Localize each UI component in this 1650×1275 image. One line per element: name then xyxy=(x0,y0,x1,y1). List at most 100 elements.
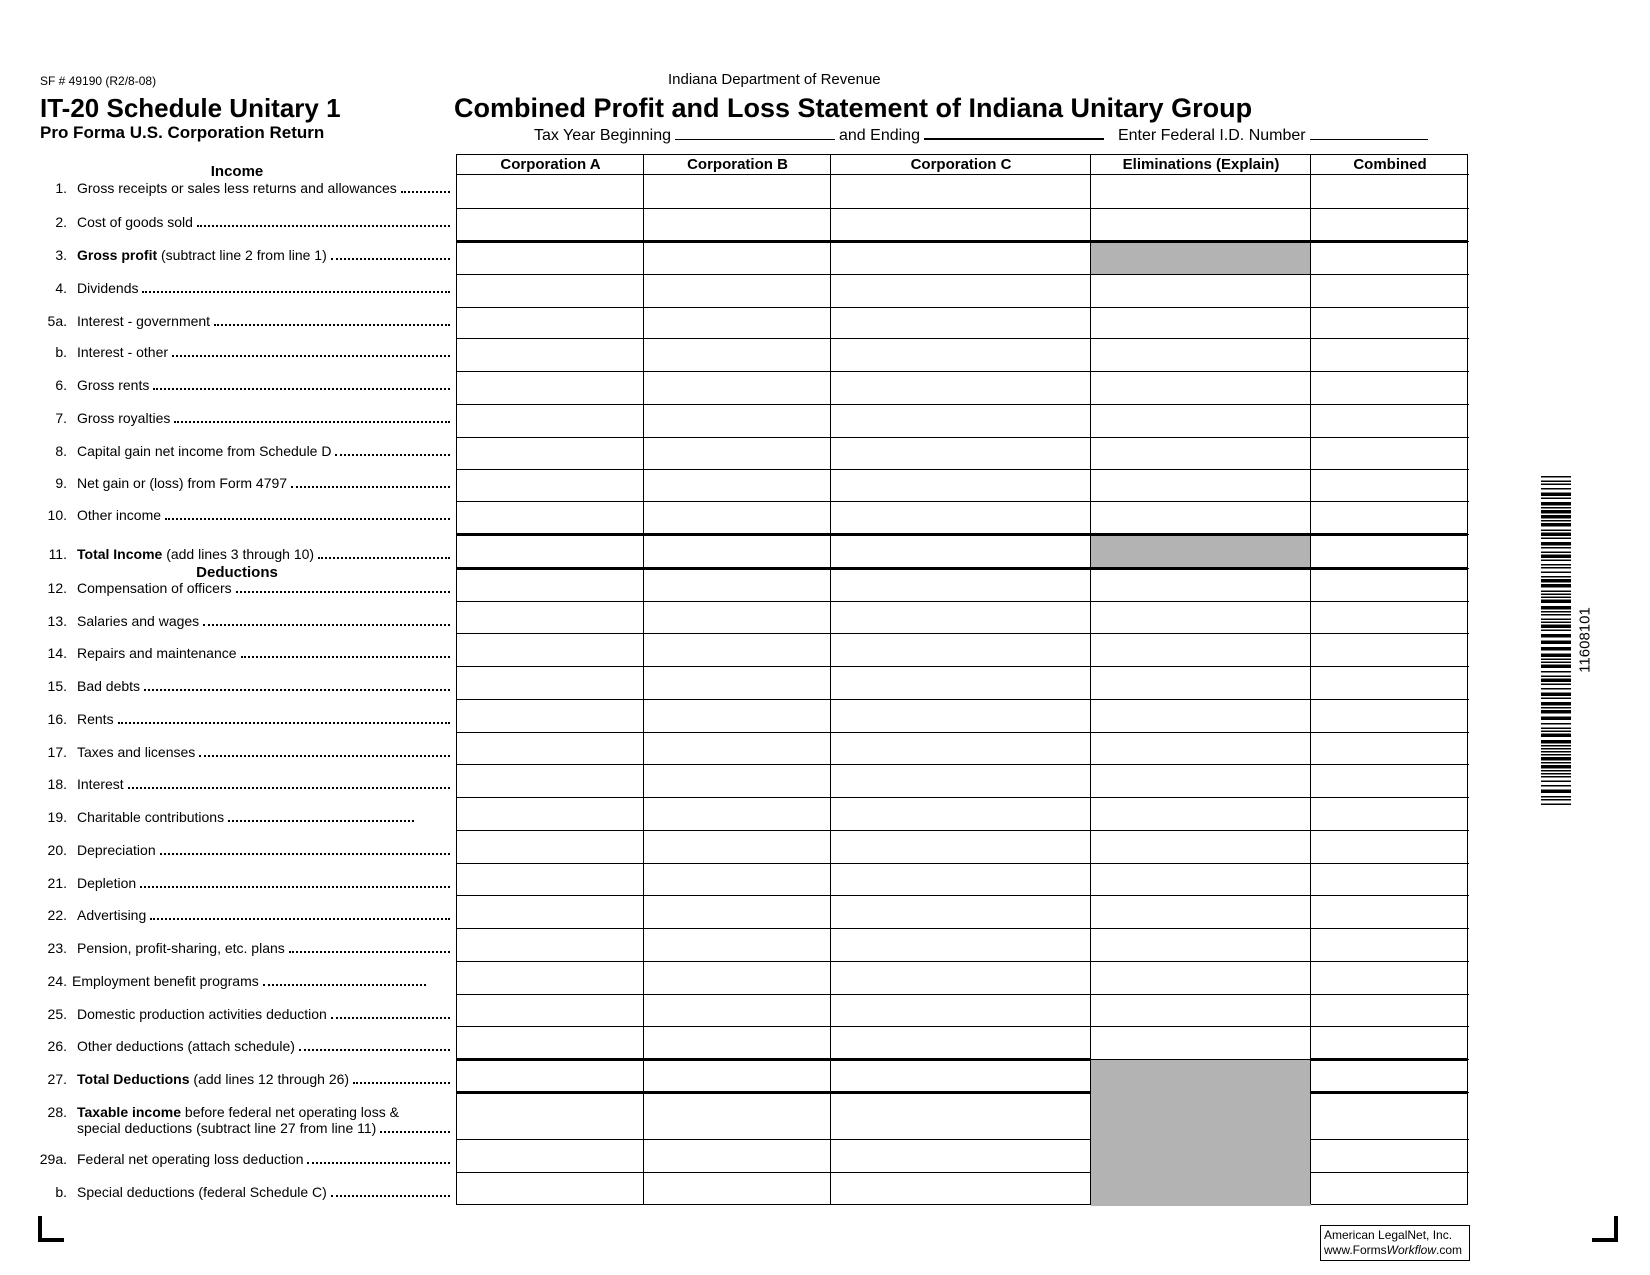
amount-cell[interactable] xyxy=(831,438,1091,470)
amount-cell[interactable] xyxy=(644,602,831,634)
amount-cell[interactable] xyxy=(1311,1140,1469,1173)
amount-cell[interactable] xyxy=(644,995,831,1027)
amount-cell[interactable] xyxy=(1311,831,1469,864)
amount-cell[interactable] xyxy=(831,535,1091,569)
amount-cell[interactable] xyxy=(1311,1093,1469,1140)
amount-cell[interactable] xyxy=(457,308,644,339)
amount-cell[interactable] xyxy=(1311,733,1469,765)
amount-cell[interactable] xyxy=(831,502,1091,535)
amount-cell[interactable] xyxy=(1091,798,1311,831)
amount-cell[interactable] xyxy=(1311,405,1469,438)
amount-cell[interactable] xyxy=(644,535,831,569)
amount-cell[interactable] xyxy=(1311,1060,1469,1093)
amount-cell[interactable] xyxy=(1091,405,1311,438)
amount-cell[interactable] xyxy=(831,569,1091,602)
amount-cell[interactable] xyxy=(1091,308,1311,339)
amount-cell[interactable] xyxy=(457,929,644,962)
amount-cell[interactable] xyxy=(1311,502,1469,535)
amount-cell[interactable] xyxy=(457,667,644,700)
amount-cell[interactable] xyxy=(831,1060,1091,1093)
amount-cell[interactable] xyxy=(831,798,1091,831)
amount-cell[interactable] xyxy=(457,339,644,372)
amount-cell[interactable] xyxy=(831,175,1091,209)
amount-cell[interactable] xyxy=(831,700,1091,733)
amount-cell[interactable] xyxy=(1311,962,1469,995)
amount-cell[interactable] xyxy=(644,634,831,667)
amount-cell[interactable] xyxy=(457,765,644,798)
amount-cell[interactable] xyxy=(457,569,644,602)
amount-cell[interactable] xyxy=(644,831,831,864)
amount-cell[interactable] xyxy=(831,733,1091,765)
amount-cell[interactable] xyxy=(644,470,831,502)
amount-cell[interactable] xyxy=(644,929,831,962)
amount-cell[interactable] xyxy=(831,765,1091,798)
amount-cell[interactable] xyxy=(1091,864,1311,896)
amount-cell[interactable] xyxy=(644,733,831,765)
amount-cell[interactable] xyxy=(1091,470,1311,502)
amount-cell[interactable] xyxy=(457,1027,644,1060)
amount-cell[interactable] xyxy=(457,175,644,209)
amount-cell[interactable] xyxy=(644,242,831,275)
amount-cell[interactable] xyxy=(1311,765,1469,798)
amount-cell[interactable] xyxy=(457,831,644,864)
amount-cell[interactable] xyxy=(644,667,831,700)
tax-year-beginning-field[interactable] xyxy=(675,125,835,140)
amount-cell[interactable] xyxy=(457,1173,644,1206)
amount-cell[interactable] xyxy=(1091,700,1311,733)
amount-cell[interactable] xyxy=(831,667,1091,700)
amount-cell[interactable] xyxy=(831,372,1091,405)
amount-cell[interactable] xyxy=(1091,929,1311,962)
amount-cell[interactable] xyxy=(831,308,1091,339)
amount-cell[interactable] xyxy=(1311,1027,1469,1060)
amount-cell[interactable] xyxy=(1091,275,1311,308)
amount-cell[interactable] xyxy=(457,275,644,308)
amount-cell[interactable] xyxy=(644,864,831,896)
amount-cell[interactable] xyxy=(644,209,831,242)
amount-cell[interactable] xyxy=(457,995,644,1027)
amount-cell[interactable] xyxy=(457,372,644,405)
amount-cell[interactable] xyxy=(457,700,644,733)
amount-cell[interactable] xyxy=(831,929,1091,962)
amount-cell[interactable] xyxy=(1091,1027,1311,1060)
amount-cell[interactable] xyxy=(644,308,831,339)
amount-cell[interactable] xyxy=(1091,896,1311,929)
amount-cell[interactable] xyxy=(644,339,831,372)
amount-cell[interactable] xyxy=(831,1093,1091,1140)
amount-cell[interactable] xyxy=(831,1027,1091,1060)
amount-cell[interactable] xyxy=(831,405,1091,438)
amount-cell[interactable] xyxy=(644,896,831,929)
amount-cell[interactable] xyxy=(457,798,644,831)
amount-cell[interactable] xyxy=(831,864,1091,896)
amount-cell[interactable] xyxy=(1311,569,1469,602)
amount-cell[interactable] xyxy=(457,405,644,438)
amount-cell[interactable] xyxy=(1091,995,1311,1027)
amount-cell[interactable] xyxy=(1311,242,1469,275)
amount-cell[interactable] xyxy=(831,831,1091,864)
amount-cell[interactable] xyxy=(457,602,644,634)
publisher-url[interactable]: www.FormsWorkflow.com xyxy=(1324,1243,1466,1258)
amount-cell[interactable] xyxy=(831,470,1091,502)
amount-cell[interactable] xyxy=(831,896,1091,929)
amount-cell[interactable] xyxy=(1091,175,1311,209)
amount-cell[interactable] xyxy=(831,995,1091,1027)
amount-cell[interactable] xyxy=(831,962,1091,995)
amount-cell[interactable] xyxy=(1091,569,1311,602)
amount-cell[interactable] xyxy=(1311,308,1469,339)
amount-cell[interactable] xyxy=(1091,667,1311,700)
amount-cell[interactable] xyxy=(644,765,831,798)
amount-cell[interactable] xyxy=(1091,831,1311,864)
amount-cell[interactable] xyxy=(1311,1173,1469,1206)
amount-cell[interactable] xyxy=(1311,470,1469,502)
amount-cell[interactable] xyxy=(1311,372,1469,405)
amount-cell[interactable] xyxy=(1311,339,1469,372)
amount-cell[interactable] xyxy=(831,209,1091,242)
amount-cell[interactable] xyxy=(457,438,644,470)
amount-cell[interactable] xyxy=(457,242,644,275)
amount-cell[interactable] xyxy=(457,1140,644,1173)
amount-cell[interactable] xyxy=(1091,602,1311,634)
amount-cell[interactable] xyxy=(831,339,1091,372)
amount-cell[interactable] xyxy=(1311,175,1469,209)
amount-cell[interactable] xyxy=(457,535,644,569)
amount-cell[interactable] xyxy=(831,602,1091,634)
amount-cell[interactable] xyxy=(644,502,831,535)
